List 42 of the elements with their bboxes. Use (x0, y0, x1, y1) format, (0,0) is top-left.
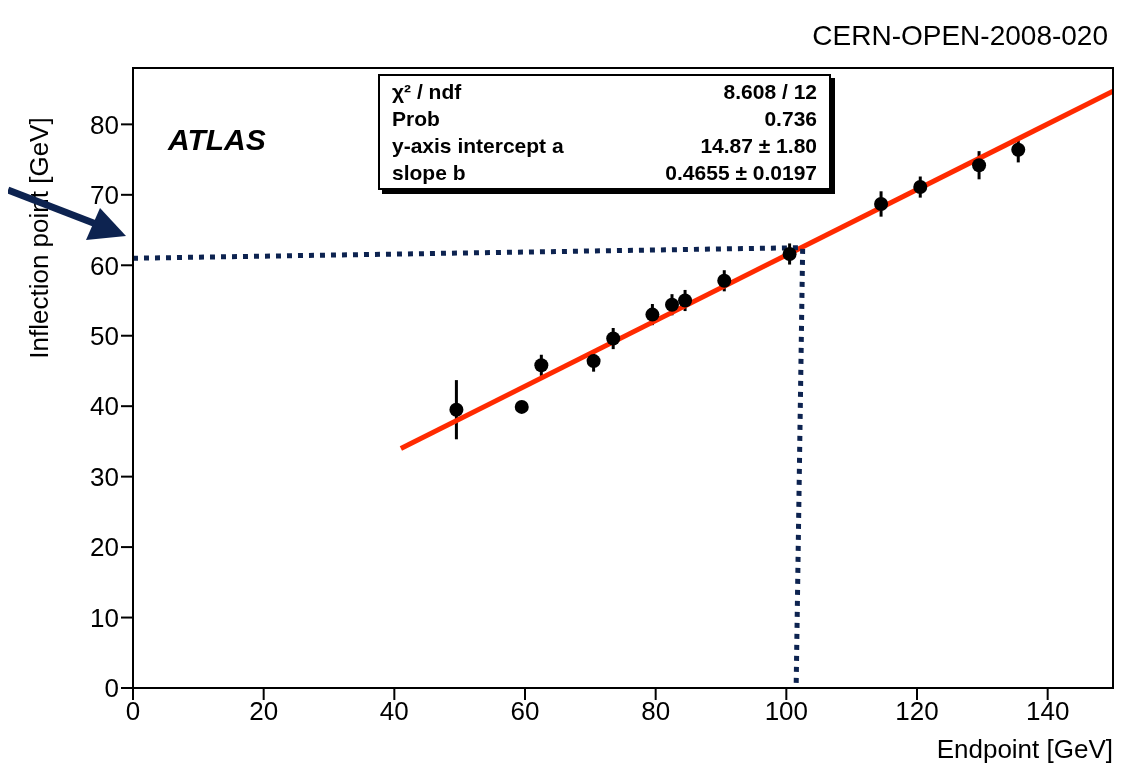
y-tick-label: 40 (90, 391, 119, 422)
x-tick-label: 60 (510, 696, 540, 727)
y-tick-label: 50 (90, 320, 119, 351)
point (972, 158, 987, 173)
point (717, 273, 732, 288)
y-tick-label: 0 (104, 673, 119, 704)
point (514, 399, 529, 414)
x-tick-label: 140 (1025, 696, 1070, 727)
point (606, 331, 621, 346)
annotation: 14.87 ± 1.80 (700, 133, 817, 159)
point (913, 180, 928, 195)
x-tick-label: 80 (641, 696, 671, 727)
annotation: slope b (392, 160, 466, 186)
text: CERN-OPEN-2008-020 (812, 20, 1108, 52)
point (782, 247, 797, 261)
annotation: 0.736 (764, 106, 817, 132)
y-tick-label: 60 (90, 250, 119, 281)
y-tick-label: 30 (90, 461, 119, 492)
point (534, 358, 549, 373)
x-tick-label: 100 (764, 696, 809, 727)
point (645, 307, 660, 322)
annotation: 8.608 / 12 (723, 79, 817, 105)
point (449, 402, 464, 417)
x-tick-label: 20 (249, 696, 279, 727)
x-tick-label: 40 (379, 696, 409, 727)
x-tick-label: 0 (125, 696, 141, 727)
point (874, 196, 889, 211)
annotation: χ² / ndf (392, 79, 462, 105)
point (1011, 142, 1026, 157)
y-tick-label: 80 (90, 109, 119, 140)
annotation: 0.4655 ± 0.0197 (665, 160, 817, 186)
y-tick-label: 70 (90, 180, 119, 211)
point (665, 297, 679, 312)
x-axis-title: Endpoint [GeV] (936, 734, 1113, 764)
point (678, 293, 693, 308)
annotation: ATLAS (168, 123, 266, 157)
x-tick-label: 120 (895, 696, 939, 727)
annotation: Prob (392, 106, 440, 132)
annotation: y-axis intercept a (392, 133, 564, 159)
y-tick-label: 10 (90, 602, 119, 633)
y-tick-label: 20 (90, 532, 119, 563)
point (586, 354, 601, 369)
